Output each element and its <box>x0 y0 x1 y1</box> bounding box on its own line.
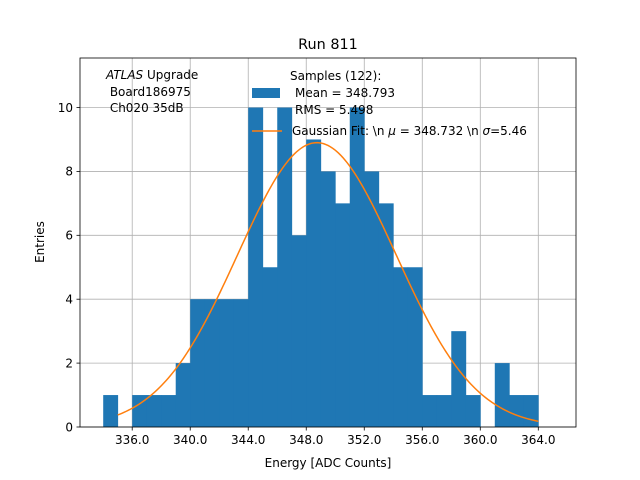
x-tick-label: 360.0 <box>463 433 497 447</box>
x-axis-label: Energy [ADC Counts] <box>265 456 392 470</box>
histogram-bar <box>233 299 249 427</box>
histogram-bar <box>320 171 336 427</box>
histogram-bar <box>190 299 206 427</box>
y-tick-label: 0 <box>65 420 73 434</box>
histogram-bar <box>494 363 510 427</box>
histogram-bar <box>306 139 322 427</box>
x-tick-label: 340.0 <box>173 433 207 447</box>
y-tick-label: 4 <box>65 293 73 307</box>
histogram-bar <box>349 107 365 428</box>
histogram-bar <box>175 363 191 427</box>
annotation-board: Board186975 <box>106 85 191 99</box>
histogram-bar <box>335 203 351 427</box>
annotation-channel: Ch020 35dB <box>106 101 184 115</box>
annotation-experiment: ATLAS <box>105 68 144 82</box>
x-tick-label: 348.0 <box>289 433 323 447</box>
chart-title: Run 811 <box>298 37 358 53</box>
histogram-bar <box>407 267 423 427</box>
gaussian-fit-curve <box>117 141 539 423</box>
y-tick-label: 2 <box>65 356 73 370</box>
plot-frame <box>79 57 577 428</box>
histogram-bar <box>523 395 539 427</box>
y-tick-label: 8 <box>65 165 73 179</box>
histogram-bar <box>422 395 438 427</box>
histogram-bar <box>219 299 235 427</box>
legend-fit-mu-symbol: μ <box>387 124 396 138</box>
legend-fit-sigma-value: =5.46 <box>490 124 527 138</box>
histogram-bar <box>291 235 307 427</box>
histogram-bar <box>436 395 452 427</box>
x-tick-label: 344.0 <box>231 433 265 447</box>
histogram-bars <box>103 107 539 428</box>
histogram-bar <box>103 395 119 427</box>
legend-samples-line-3: RMS = 5.498 <box>295 103 373 117</box>
histogram-bar <box>146 395 162 427</box>
y-axis-label: Entries <box>33 221 47 263</box>
legend: Samples (122): Mean = 348.793 RMS = 5.49… <box>252 69 527 138</box>
histogram-bar <box>248 107 264 428</box>
x-tick-label: 336.0 <box>115 433 149 447</box>
x-tick-label: 352.0 <box>347 433 381 447</box>
histogram-bar <box>262 267 278 427</box>
gaussian-fit-layer <box>117 141 539 423</box>
annotation-experiment-suffix: Upgrade <box>143 68 198 82</box>
legend-samples-swatch <box>252 88 280 98</box>
histogram-bar <box>161 395 177 427</box>
legend-fit-prefix: Gaussian Fit: \n <box>292 124 388 138</box>
histogram-bar <box>509 395 525 427</box>
histogram-bar <box>378 203 394 427</box>
legend-fit-label: Gaussian Fit: \n μ = 348.732 \n σ=5.46 <box>292 124 527 138</box>
y-tick-label: 10 <box>58 101 73 115</box>
legend-fit-sigma-symbol: σ <box>483 124 491 138</box>
annotation-experiment-line: ATLAS Upgrade <box>105 68 198 82</box>
x-tick-label: 364.0 <box>521 433 555 447</box>
legend-samples-line-2: Mean = 348.793 <box>295 86 395 100</box>
histogram-bar <box>465 395 481 427</box>
histogram-bar <box>204 299 220 427</box>
x-tick-label: 356.0 <box>405 433 439 447</box>
histogram-bar <box>277 107 293 428</box>
histogram-bar <box>451 331 467 427</box>
histogram-bar <box>393 267 409 427</box>
histogram-bar <box>132 395 148 427</box>
y-tick-label: 6 <box>65 229 73 243</box>
histogram-bar <box>364 171 380 427</box>
legend-fit-mu-value: = 348.732 \n <box>396 124 483 138</box>
axis-ticks: 336.0 340.0 344.0 348.0 352.0 356.0 360.0 364.0… <box>58 101 556 447</box>
legend-samples-line-1: Samples (122): <box>290 69 381 83</box>
atlas-annotation: ATLAS Upgrade Board186975 Ch020 35dB <box>105 68 198 115</box>
